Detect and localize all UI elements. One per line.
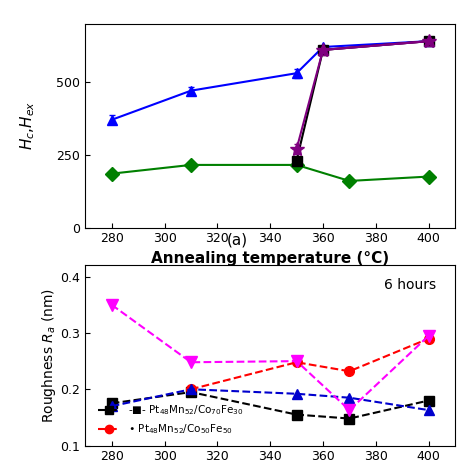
Text: (a): (a) (227, 232, 247, 247)
Legend: -$\blacksquare$- Pt$_{48}$Mn$_{52}$/Co$_{70}$Fe$_{30}$, $\bullet$ Pt$_{48}$Mn$_{: -$\blacksquare$- Pt$_{48}$Mn$_{52}$/Co$_… (94, 399, 247, 440)
Y-axis label: Roughness $R_a$ (nm): Roughness $R_a$ (nm) (40, 288, 58, 423)
Text: 6 hours: 6 hours (384, 278, 437, 292)
X-axis label: Annealing temperature (°C): Annealing temperature (°C) (151, 251, 389, 266)
Y-axis label: $H_c$,$H_{ex}$: $H_c$,$H_{ex}$ (18, 101, 37, 150)
